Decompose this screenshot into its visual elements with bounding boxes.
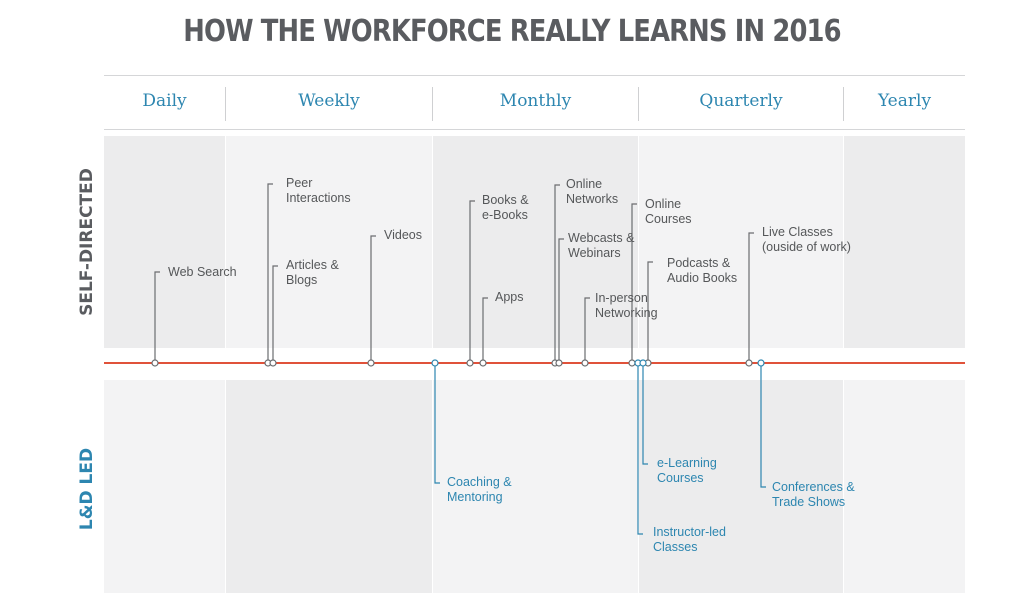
connector-live-classes [748,232,754,363]
column-divider [843,87,844,121]
column-divider [638,87,639,121]
column-header-monthly: Monthly [499,91,572,111]
timeline-axis [104,362,965,364]
item-label-in-person: In-person Networking [595,291,658,320]
item-label-webcasts: Webcasts & Webinars [568,231,635,260]
connector-coaching [434,363,440,484]
dot-apps [479,359,487,367]
connector-articles-blogs [272,265,278,363]
connector-in-person [584,297,590,363]
connector-online-networks [554,184,560,363]
item-label-articles-blogs: Articles & Blogs [286,258,339,287]
infographic-title: HOW THE WORKFORCE REALLY LEARNS IN 2016 [183,14,841,49]
item-label-peer-interactions: Peer Interactions [286,176,351,205]
dot-web-search [151,359,159,367]
band-yearly-self [844,136,965,348]
band-weekly-self [226,136,432,348]
dot-live-classes [745,359,753,367]
item-label-podcasts: Podcasts & Audio Books [667,256,738,285]
connector-peer-interactions [267,183,273,363]
connector-books [469,200,475,363]
connector-apps [482,297,488,363]
item-label-books: Books & e-Books [482,193,529,222]
dot-books [466,359,474,367]
item-label-instructor-led: Instructor-led Classes [653,525,726,554]
dot-articles-blogs [269,359,277,367]
dot-webcasts [555,359,563,367]
header-top-rule [104,75,965,76]
band-daily-ld [104,380,225,593]
dot-in-person [581,359,589,367]
column-header-daily: Daily [142,91,187,111]
connector-online-courses [631,203,637,363]
band-quarterly-ld [639,380,843,593]
band-weekly-ld [226,380,432,593]
connector-web-search [154,271,160,363]
item-label-live-classes: Live Classes (ouside of work) [762,225,851,254]
item-label-online-networks: Online Networks [566,177,619,206]
item-label-e-learning: e-Learning Courses [657,456,717,485]
band-quarterly-self [639,136,843,348]
connector-webcasts [558,238,564,363]
dot-coaching [431,359,439,367]
band-monthly-self [433,136,638,348]
header-bottom-rule [104,129,965,130]
item-label-web-search: Web Search [168,265,237,279]
band-daily-self [104,136,225,348]
column-divider [432,87,433,121]
column-header-yearly: Yearly [877,91,932,111]
column-header-quarterly: Quarterly [699,91,783,111]
item-label-coaching: Coaching & Mentoring [447,475,512,504]
dot-conferences [757,359,765,367]
dot-e-learning [639,359,647,367]
connector-conferences [760,363,766,488]
item-label-online-courses: Online Courses [645,197,692,226]
item-label-videos: Videos [384,228,422,242]
dot-videos [367,359,375,367]
band-monthly-ld [433,380,638,593]
column-header-weekly: Weekly [298,91,360,111]
connector-instructor-led [637,363,643,535]
connector-e-learning [642,363,648,465]
connector-podcasts [647,261,653,363]
dot-online-courses [628,359,636,367]
band-yearly-ld [844,380,965,593]
column-divider [225,87,226,121]
item-label-conferences: Conferences & Trade Shows [772,480,855,509]
item-label-apps: Apps [495,290,524,304]
connector-videos [370,235,376,363]
